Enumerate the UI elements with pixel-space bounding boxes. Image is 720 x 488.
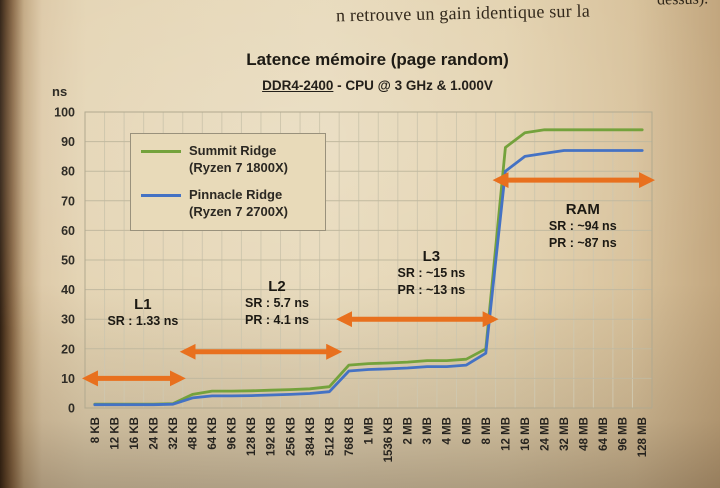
x-tick-label: 16 KB [129,417,141,450]
x-tick-label: 12 KB [109,417,121,450]
x-tick-label: 48 KB [188,417,200,450]
x-tick-label: 1536 KB [383,417,395,462]
series-line-summit-ridge [93,128,644,406]
x-tick-label: 3 MB [422,417,434,444]
series-line-pinnacle-ridge [93,149,644,407]
y-tick-label: 20 [61,342,75,356]
x-tick-label: 512 KB [324,417,336,456]
y-tick-label: 50 [61,254,75,268]
x-tick-label: 4 MB [442,417,454,444]
subtitle-cpu-spec: - CPU @ 3 GHz & 1.000V [333,78,493,93]
x-tick-label: 48 MB [579,417,591,451]
x-tick-label: 8 MB [481,417,493,444]
legend-entry-pinnacle-ridge: Pinnacle Ridge (Ryzen 7 2700X) [141,187,315,221]
x-tick-label: 256 KB [285,417,297,456]
legend-label: Pinnacle Ridge (Ryzen 7 2700X) [189,186,288,219]
x-tick-label: 768 KB [344,417,356,456]
x-tick-label: 128 KB [246,417,258,456]
y-tick-label: 30 [61,313,75,327]
x-tick-label: 384 KB [305,417,317,456]
subtitle-memory-spec: DDR4-2400 [262,78,334,93]
y-tick-label: 0 [68,402,75,416]
x-tick-label: 32 MB [559,417,571,451]
x-tick-label: 192 KB [266,417,278,456]
chart-title: Latence mémoire (page random) [246,50,509,69]
x-tick-label: 24 KB [148,417,160,450]
x-tick-label: 64 KB [207,417,219,450]
legend-label: Summit Ridge (Ryzen 7 1800X) [189,143,288,175]
x-tick-label: 96 KB [227,417,239,450]
y-tick-label: 40 [61,283,75,297]
x-tick-label: 8 KB [90,417,102,443]
legend-entry-summit-ridge: Summit Ridge (Ryzen 7 1800X) [141,143,315,177]
y-tick-label: 80 [61,165,75,179]
y-tick-label: 70 [61,194,75,208]
x-tick-label: 32 KB [168,417,180,450]
y-tick-label: 90 [61,135,75,149]
x-tick-label: 16 MB [520,417,532,451]
x-tick-label: 64 MB [598,417,610,451]
x-tick-label: 24 MB [539,417,551,451]
x-tick-label: 6 MB [461,417,473,444]
legend-line-sample [141,193,181,197]
x-tick-label: 12 MB [500,417,512,451]
x-tick-label: 1 MB [364,417,376,444]
x-tick-label: 2 MB [403,417,415,444]
x-tick-label: 96 MB [618,417,630,451]
legend-line-sample [141,150,181,153]
y-axis-unit-label: ns [52,84,68,99]
y-tick-label: 100 [54,106,75,120]
chart-legend: Summit Ridge (Ryzen 7 1800X) Pinnacle Ridg… [130,133,326,231]
x-tick-label: 128 MB [637,417,649,457]
y-tick-label: 10 [61,372,75,386]
y-tick-label: 60 [61,224,75,238]
plot-border [84,111,653,409]
chart-subtitle: DDR4-2400 - CPU @ 3 GHz & 1.000V [90,78,665,93]
